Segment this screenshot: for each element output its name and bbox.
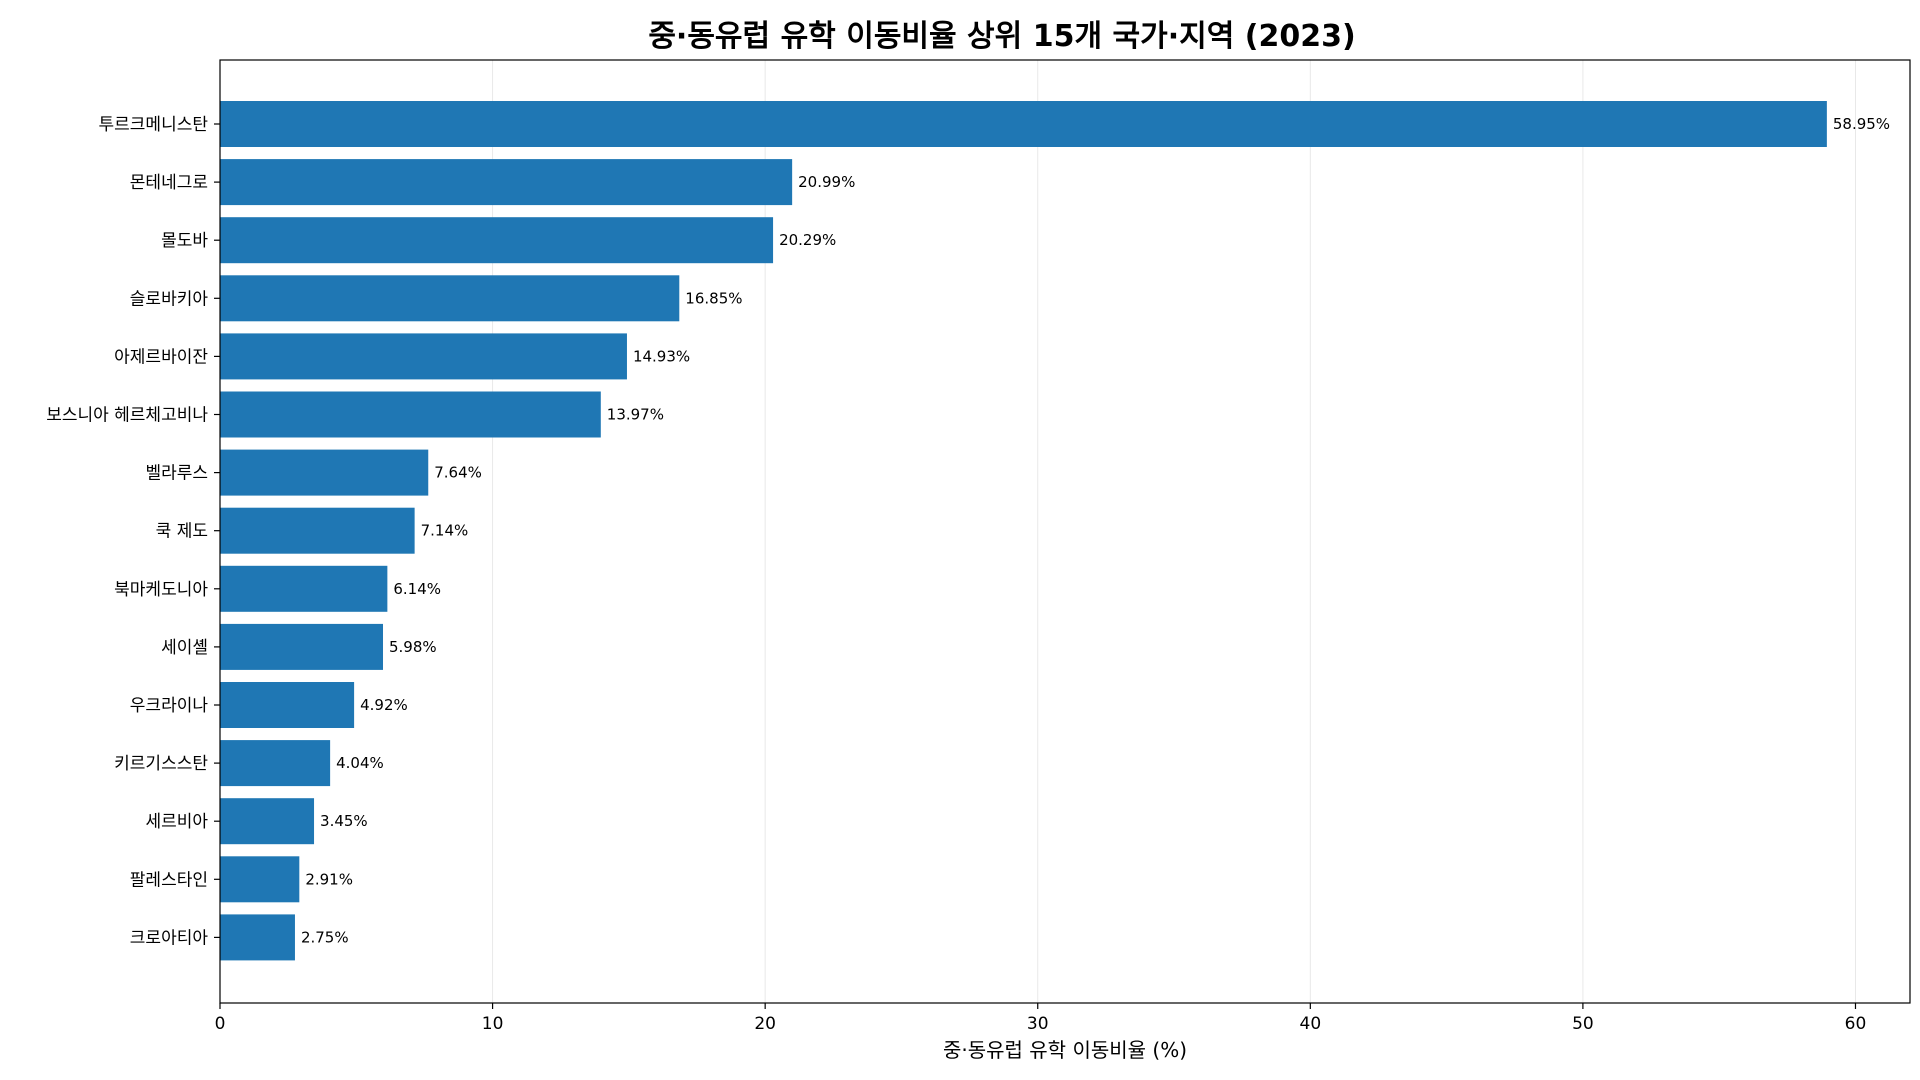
bar-value-label: 2.75%: [301, 928, 349, 946]
bar: [220, 333, 627, 380]
bar-value-label: 2.91%: [305, 870, 353, 888]
x-tick-label: 0: [215, 1014, 226, 1034]
x-tick-label: 50: [1572, 1014, 1594, 1034]
bar: [220, 391, 601, 438]
x-axis-ticks: 0 10 20 30 40 50 60: [214, 123, 1867, 1034]
category-label: 보스니아 헤르체고비나: [46, 406, 208, 426]
category-label: 아제르바이잔: [114, 347, 208, 367]
x-tick-label: 20: [754, 1014, 776, 1034]
bar: [220, 565, 388, 612]
bar: [220, 856, 300, 903]
bar: [220, 449, 429, 496]
category-label: 우크라이나: [130, 696, 209, 716]
bar-value-label: 20.99%: [798, 173, 855, 191]
bar: [220, 740, 331, 787]
bar: [220, 217, 774, 264]
bar-value-label: 4.92%: [360, 696, 408, 714]
x-axis-label: 중·동유럽 유학 이동비율 (%): [943, 1038, 1187, 1062]
bar: [220, 101, 1827, 147]
category-label: 크로아티아: [130, 928, 209, 948]
bar: [220, 798, 315, 845]
category-label: 투르크메니스탄: [99, 115, 209, 135]
bar: [220, 507, 415, 554]
bar-value-label: 16.85%: [685, 289, 742, 307]
bar-value-label: 7.14%: [421, 522, 469, 540]
category-label: 쿡 제도: [156, 522, 208, 542]
bar: [220, 914, 295, 961]
bar-value-label: 13.97%: [607, 406, 664, 424]
bar-value-label: 58.95%: [1833, 115, 1890, 133]
bar-value-label: 6.14%: [393, 580, 441, 598]
category-label: 세르비아: [145, 812, 208, 832]
x-tick-label: 10: [482, 1014, 504, 1034]
bar: [220, 159, 793, 206]
bars: [220, 101, 1827, 961]
bar: [220, 623, 384, 670]
bar: [220, 682, 355, 728]
category-label: 세이셸: [161, 638, 208, 658]
x-tick-label: 60: [1845, 1014, 1867, 1034]
x-tick-label: 40: [1300, 1014, 1322, 1034]
bar-value-label: 7.64%: [434, 464, 482, 482]
category-label: 벨라루스: [145, 464, 208, 484]
category-label: 키르기스스탄: [114, 754, 208, 774]
bar: [220, 275, 680, 322]
plot-frame: [219, 59, 1911, 1004]
bar-value-label: 3.45%: [320, 812, 368, 830]
value-labels: 58.95% 20.99% 20.29% 16.85% 14.93% 13.97% 7.64…: [301, 115, 1890, 946]
category-label: 북마케도니아: [114, 580, 208, 600]
chart-title: 중·동유럽 유학 이동비율 상위 15개 국가·지역 (2023): [648, 19, 1355, 54]
grid-lines: [492, 60, 1856, 1003]
category-label: 슬로바키아: [130, 289, 209, 309]
x-tick-label: 30: [1027, 1014, 1049, 1034]
bar-value-label: 5.98%: [389, 638, 437, 656]
category-label: 몰도바: [161, 231, 208, 251]
bar-value-label: 4.04%: [336, 754, 384, 772]
bar-value-label: 20.29%: [779, 231, 836, 249]
category-label: 몬테네그로: [130, 173, 208, 193]
category-label: 팔레스타인: [130, 870, 208, 890]
bar-value-label: 14.93%: [633, 347, 690, 365]
